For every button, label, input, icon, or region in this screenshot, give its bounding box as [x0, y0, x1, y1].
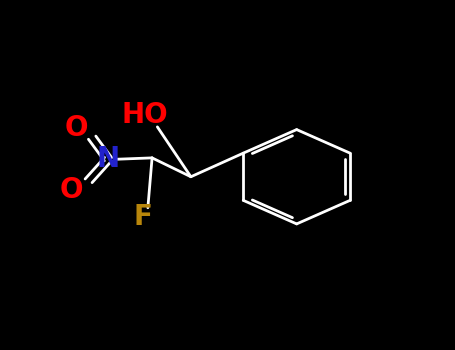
Text: O: O: [59, 176, 83, 204]
Text: HO: HO: [122, 101, 168, 129]
Text: N: N: [96, 145, 120, 173]
Text: F: F: [134, 203, 153, 231]
Text: O: O: [65, 114, 88, 142]
